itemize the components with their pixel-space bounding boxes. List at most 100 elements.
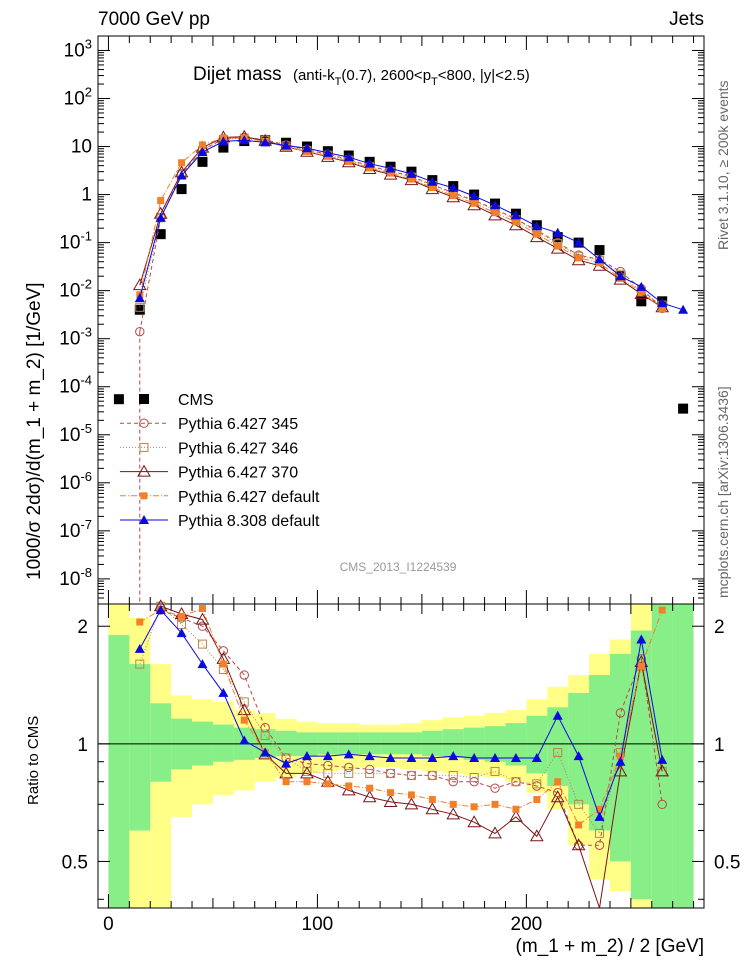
marker-triangle-open bbox=[571, 838, 586, 851]
band-green-bin bbox=[568, 692, 590, 805]
series-pythia-6-427-default bbox=[136, 134, 666, 313]
marker-square-small bbox=[428, 184, 436, 192]
y-tick-label: 1 bbox=[81, 185, 92, 206]
marker-square-small bbox=[407, 175, 415, 183]
rivet-label: Rivet 3.1.10, ≥ 200k events bbox=[715, 80, 731, 250]
marker-square bbox=[139, 394, 149, 404]
marker-triangle bbox=[615, 756, 626, 766]
marker-triangle bbox=[552, 710, 563, 720]
y-tick-label: 10-4 bbox=[59, 373, 92, 398]
marker-circle-open bbox=[594, 840, 605, 850]
marker-square-open bbox=[406, 770, 416, 780]
marker-square-small bbox=[575, 254, 583, 262]
series-pythia-8-308-default bbox=[134, 135, 689, 314]
y-tick-label: 10-3 bbox=[59, 325, 92, 350]
series-pythia-6-427-370 bbox=[132, 129, 670, 313]
marker-square-small bbox=[136, 618, 144, 626]
marker-circle-open bbox=[139, 418, 149, 428]
marker-triangle bbox=[281, 140, 292, 150]
ratio-y-tick-label: 0.5 bbox=[62, 852, 88, 873]
ratio-bands bbox=[108, 604, 694, 908]
marker-square-small bbox=[366, 784, 374, 792]
marker-square-small bbox=[449, 800, 457, 808]
ratio-line bbox=[139, 607, 663, 826]
marker-square-open bbox=[469, 773, 479, 783]
marker-triangle bbox=[301, 751, 312, 761]
band-green-bin bbox=[129, 664, 151, 831]
ratio-line bbox=[139, 609, 663, 819]
series-line bbox=[139, 137, 663, 308]
marker-triangle bbox=[176, 170, 187, 180]
marker-square-small bbox=[366, 164, 374, 172]
marker-square-open bbox=[239, 697, 249, 707]
header-left: 7000 GeV pp bbox=[98, 9, 210, 30]
series-line bbox=[139, 136, 663, 308]
marker-circle-open bbox=[135, 326, 145, 337]
y-tick-label: 10 bbox=[71, 137, 92, 158]
marker-square-small bbox=[303, 778, 311, 786]
marker-square-small bbox=[198, 605, 206, 613]
marker-square-small bbox=[282, 778, 290, 786]
marker-square-small bbox=[198, 141, 206, 149]
marker-triangle bbox=[427, 176, 438, 186]
title-main: Dijet mass bbox=[193, 64, 282, 85]
marker-triangle bbox=[155, 212, 166, 222]
marker-triangle bbox=[134, 643, 145, 653]
marker-square-small bbox=[428, 796, 436, 804]
ratio-series-pythia-6-427-default bbox=[136, 605, 666, 829]
marker-square-small bbox=[512, 805, 520, 813]
marker-triangle bbox=[139, 515, 149, 524]
marker-square-small bbox=[178, 159, 186, 167]
series-pythia-6-427-346 bbox=[135, 133, 667, 312]
ratio-y-tick-label-right: 0.5 bbox=[714, 852, 740, 873]
marker-triangle bbox=[427, 752, 438, 762]
legend-label: Pythia 8.308 default bbox=[178, 513, 320, 530]
marker-square-small bbox=[658, 305, 666, 313]
marker-square bbox=[155, 229, 166, 240]
marker-triangle-open bbox=[446, 807, 461, 820]
marker-triangle bbox=[448, 751, 459, 761]
marker-triangle bbox=[218, 687, 229, 697]
marker-triangle bbox=[552, 227, 563, 237]
marker-triangle bbox=[406, 752, 417, 762]
marker-triangle bbox=[176, 628, 187, 638]
marker-triangle-open bbox=[300, 766, 314, 779]
marker-square-small bbox=[240, 716, 248, 724]
ratio-y-tick-label: 1 bbox=[77, 735, 88, 756]
marker-triangle bbox=[239, 735, 250, 745]
series-pythia-6-427-345 bbox=[135, 132, 667, 337]
marker-triangle bbox=[322, 751, 333, 761]
ratio-line bbox=[160, 609, 663, 846]
marker-square-small bbox=[157, 197, 165, 205]
marker-square-small bbox=[554, 242, 562, 250]
marker-square-open bbox=[135, 659, 145, 669]
marker-circle-open bbox=[239, 670, 249, 680]
marker-square-small bbox=[533, 796, 541, 804]
marker-square-small bbox=[491, 209, 499, 217]
legend: CMS Pythia 6.427 345 Pythia 6.427 346 Pythi… bbox=[120, 392, 320, 530]
marker-square-small bbox=[387, 789, 395, 797]
y-tick-label: 103 bbox=[64, 36, 92, 61]
marker-triangle-open bbox=[137, 464, 151, 477]
ratio-y-tick-label-right: 1 bbox=[714, 735, 725, 756]
marker-square-small bbox=[345, 157, 353, 165]
band-green-bin bbox=[589, 675, 610, 831]
marker-triangle-open bbox=[404, 797, 419, 810]
marker-square-open bbox=[135, 302, 145, 312]
marker-square-small bbox=[616, 752, 624, 760]
marker-triangle-open bbox=[467, 815, 481, 828]
marker-triangle-open bbox=[237, 703, 252, 716]
marker-square-open bbox=[260, 731, 270, 741]
marker-triangle bbox=[406, 168, 417, 178]
marker-square-small bbox=[491, 800, 499, 808]
marker-square-small bbox=[637, 288, 645, 296]
marker-triangle bbox=[469, 752, 480, 762]
marker-square bbox=[678, 403, 689, 414]
marker-square-small bbox=[449, 192, 457, 200]
marker-square-open bbox=[595, 828, 605, 838]
marker-triangle bbox=[155, 605, 166, 615]
marker-triangle bbox=[490, 200, 501, 210]
marker-triangle-open bbox=[195, 612, 210, 625]
band-green-bin bbox=[672, 604, 694, 908]
